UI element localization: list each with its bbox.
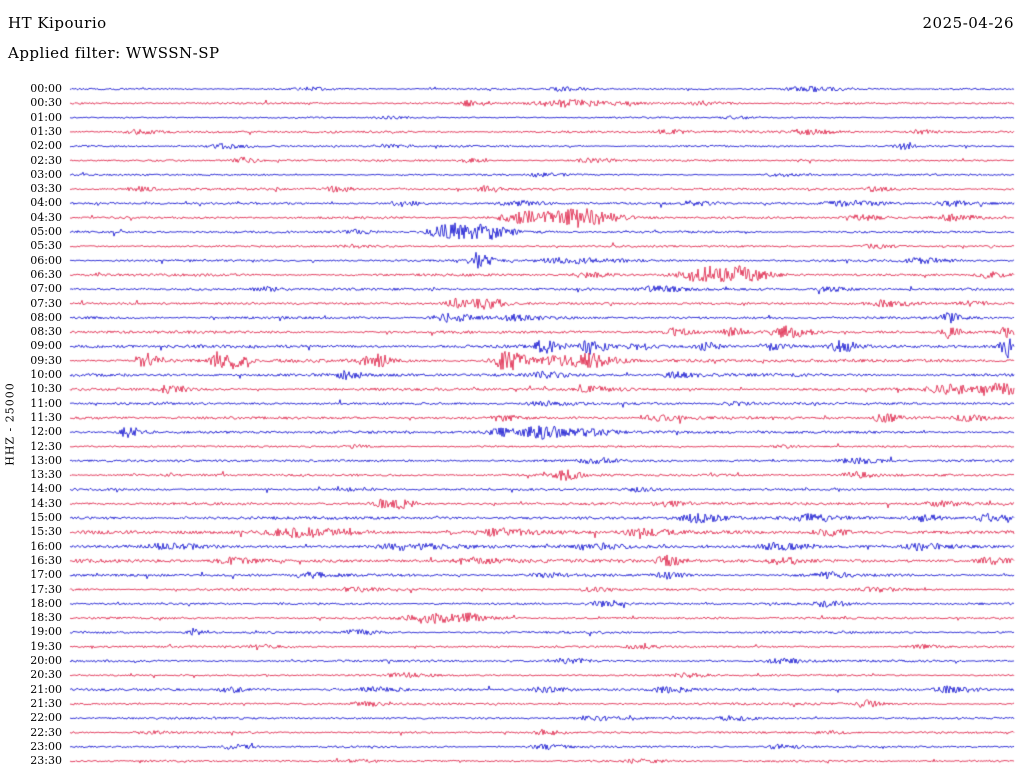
helicorder-canvas [0,0,1024,780]
seismogram-page: HT Kipourio 2025-04-26 Applied filter: W… [0,0,1024,780]
